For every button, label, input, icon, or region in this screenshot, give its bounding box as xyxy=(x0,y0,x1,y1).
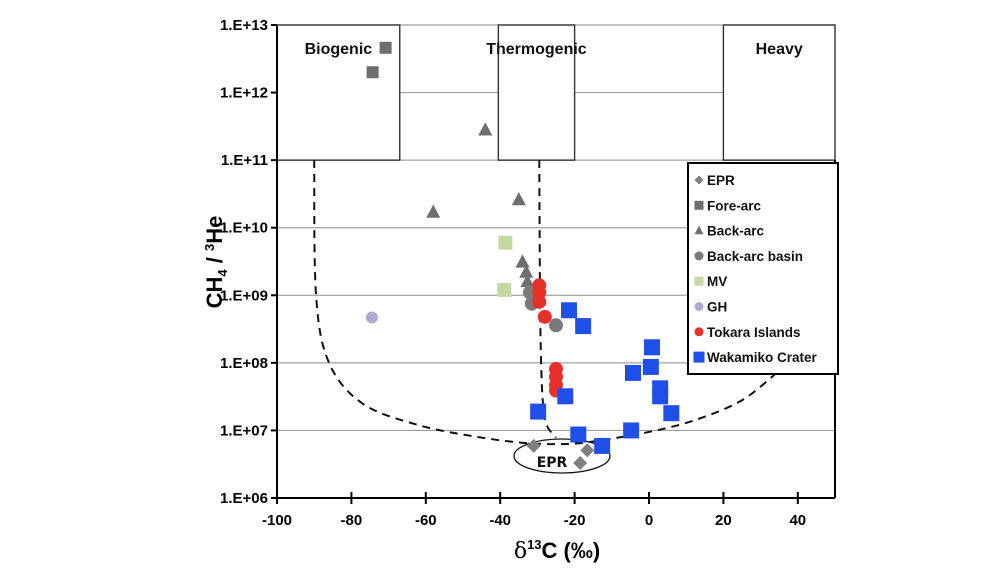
data-point-wakamiko-crater xyxy=(594,437,611,454)
y-title-part: He xyxy=(202,216,227,244)
legend-label-back-arc-basin: Back-arc basin xyxy=(707,249,803,264)
data-point-mv xyxy=(498,235,513,250)
data-point-wakamiko-crater xyxy=(530,403,547,420)
legend-label-wakamiko-crater: Wakamiko Crater xyxy=(707,350,818,365)
svg-text:CH4 / 3He: CH4 / 3He xyxy=(202,216,230,309)
legend-marker-fore-arc xyxy=(694,200,704,210)
y-tick-label: 1.E+06 xyxy=(220,490,268,507)
legend-label-tokara-islands: Tokara Islands xyxy=(707,325,801,340)
x-title-delta: δ xyxy=(514,539,527,564)
legend-label-fore-arc: Fore-arc xyxy=(707,198,762,213)
legend-box xyxy=(687,162,839,375)
data-points xyxy=(365,41,680,470)
data-point-wakamiko-crater xyxy=(643,339,660,356)
data-point-wakamiko-crater xyxy=(663,405,680,422)
region-label-heavy: Heavy xyxy=(756,41,803,58)
region-label-thermogenic: Thermogenic xyxy=(486,41,587,58)
data-point-back-arc-basin xyxy=(549,318,563,333)
legend-marker-tokara-islands xyxy=(694,327,704,337)
legend-marker-wakamiko-crater xyxy=(693,351,705,363)
boundary-curve-thermogenic-boundary xyxy=(538,160,557,439)
region-boxes: Biogenic Thermogenic Heavy xyxy=(276,24,836,161)
data-point-wakamiko-crater xyxy=(652,388,669,405)
x-tick-label: 20 xyxy=(715,512,732,529)
legend-label-gh: GH xyxy=(707,300,727,315)
x-title-superscript: 13 xyxy=(527,537,541,552)
data-point-epr xyxy=(573,455,588,470)
svg-text:δ13C (‰): δ13C (‰) xyxy=(514,537,600,564)
data-point-epr xyxy=(526,438,541,453)
y-tick-label: 1.E+12 xyxy=(220,85,268,102)
data-point-tokara-islands xyxy=(532,294,547,309)
y-title-part: / xyxy=(202,251,227,269)
y-tick-label: 1.E+07 xyxy=(220,422,268,439)
x-title-part: C (‰) xyxy=(542,538,601,563)
y-title-part: CH xyxy=(202,277,227,309)
data-point-back-arc xyxy=(520,273,535,288)
y-tick-label: 1.E+13 xyxy=(220,17,268,34)
legend: EPR Fore-arc Back-arc Back-arc basin MV GH Tok… xyxy=(687,162,839,375)
data-point-tokara-islands xyxy=(537,309,552,324)
data-point-wakamiko-crater xyxy=(570,426,587,443)
legend-marker-epr xyxy=(694,175,704,185)
y-title-superscript: 3 xyxy=(202,244,217,251)
y-tick-label: 1.E+09 xyxy=(220,287,268,304)
data-point-back-arc xyxy=(519,264,534,278)
data-point-epr xyxy=(580,443,595,458)
y-axis-title: CH4 / 3He xyxy=(202,216,230,309)
x-tick-label: 0 xyxy=(645,512,653,529)
x-tick-label: -80 xyxy=(341,512,363,529)
y-tick-label: 1.E+10 xyxy=(220,220,268,237)
x-tick-label: -60 xyxy=(415,512,437,529)
legend-label-epr: EPR xyxy=(707,173,735,188)
region-label-biogenic: Biogenic xyxy=(305,41,373,58)
x-tick-label: 40 xyxy=(789,512,806,529)
series-gh xyxy=(365,311,378,324)
x-axis-title: δ13C (‰) xyxy=(514,537,600,564)
legend-label-mv: MV xyxy=(707,274,727,289)
y-tick-label: 1.E+11 xyxy=(221,152,268,169)
data-point-back-arc xyxy=(426,204,441,218)
region-box-heavy xyxy=(722,24,836,161)
y-title-subscript: 4 xyxy=(215,269,230,277)
data-point-back-arc xyxy=(511,191,526,206)
series-wakamiko-crater xyxy=(530,302,680,454)
data-point-wakamiko-crater xyxy=(642,358,659,375)
series-mv xyxy=(497,235,513,297)
epr-ellipse xyxy=(513,438,611,474)
data-point-mv xyxy=(497,282,512,297)
epr-annotation-label: EPR xyxy=(537,455,568,471)
region-box-thermogenic xyxy=(497,24,576,161)
data-point-wakamiko-crater xyxy=(575,318,592,335)
x-tick-label: -20 xyxy=(564,512,586,529)
epr-annotation: EPR xyxy=(513,438,611,474)
data-point-wakamiko-crater xyxy=(561,302,578,319)
data-point-wakamiko-crater xyxy=(557,388,574,405)
data-point-back-arc xyxy=(478,122,493,136)
data-point-wakamiko-crater xyxy=(625,364,642,381)
series-epr xyxy=(526,438,595,470)
data-point-fore-arc xyxy=(366,66,379,79)
series-tokara-islands xyxy=(532,278,563,398)
legend-marker-mv xyxy=(694,276,704,286)
x-tick-label: -100 xyxy=(262,512,292,529)
y-tick-label: 1.E+08 xyxy=(220,355,268,372)
legend-marker-back-arc-basin xyxy=(694,251,704,261)
series-fore-arc xyxy=(366,41,392,79)
data-point-gh xyxy=(365,311,378,324)
data-point-fore-arc xyxy=(379,41,392,54)
legend-label-back-arc: Back-arc xyxy=(707,224,765,239)
legend-marker-back-arc xyxy=(694,225,704,235)
data-point-wakamiko-crater xyxy=(623,422,640,439)
data-point-back-arc xyxy=(515,254,530,268)
series-back-arc xyxy=(426,122,535,288)
x-tick-label: -40 xyxy=(489,512,511,529)
legend-marker-gh xyxy=(694,302,704,311)
